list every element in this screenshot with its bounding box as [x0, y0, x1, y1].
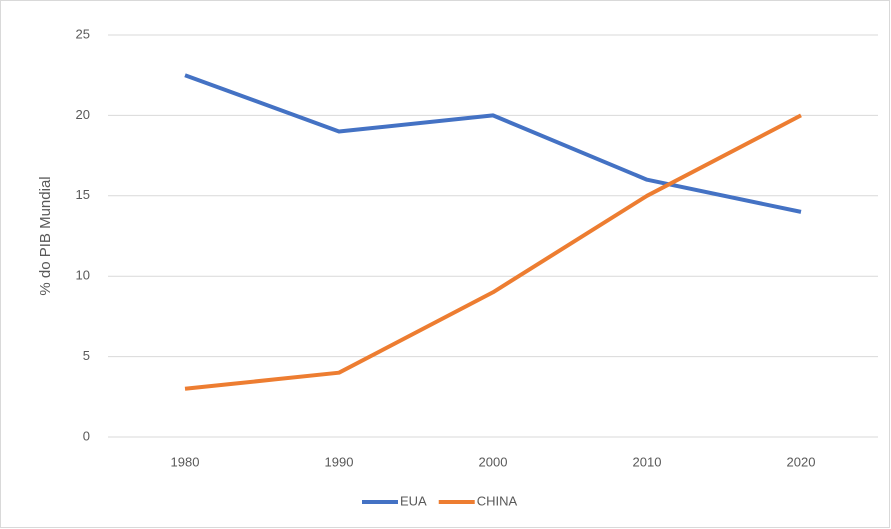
y-tick-label: 25: [76, 26, 90, 41]
line-series: [184, 113, 802, 391]
y-tick-label: 15: [76, 187, 90, 202]
y-tick-label: 0: [83, 428, 90, 443]
x-tick-label: 2010: [633, 454, 662, 469]
x-tick-label: 1980: [171, 454, 200, 469]
legend-label: CHINA: [477, 493, 518, 508]
y-tick-label: 5: [83, 348, 90, 363]
x-tick-label: 1990: [325, 454, 354, 469]
y-tick-label: 20: [76, 107, 90, 122]
line-series: [184, 73, 802, 214]
legend-label: EUA: [400, 493, 427, 508]
y-tick-label: 10: [76, 268, 90, 283]
y-axis-label: % do PIB Mundial: [37, 176, 54, 295]
x-tick-label: 2000: [479, 454, 508, 469]
x-tick-label: 2020: [787, 454, 816, 469]
